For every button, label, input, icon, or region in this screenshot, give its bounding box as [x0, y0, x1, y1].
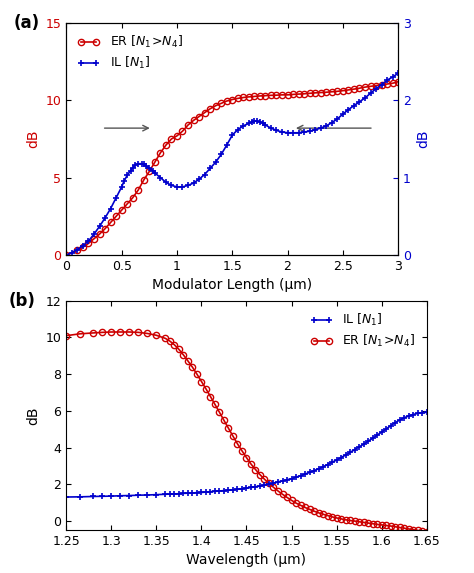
Y-axis label: dB: dB [417, 129, 430, 148]
Text: (b): (b) [9, 292, 36, 309]
X-axis label: Wavelength (μm): Wavelength (μm) [186, 554, 307, 567]
Y-axis label: dB: dB [26, 406, 40, 425]
Legend: IL $[N_1]$, ER $[N_1\!>\!N_4]$: IL $[N_1]$, ER $[N_1\!>\!N_4]$ [305, 307, 420, 354]
Y-axis label: dB: dB [26, 129, 40, 148]
Text: (a): (a) [13, 14, 39, 32]
Legend: ER $[N_1\!>\!N_4]$, IL $[N_1]$: ER $[N_1\!>\!N_4]$, IL $[N_1]$ [73, 29, 188, 76]
X-axis label: Modulator Length (μm): Modulator Length (μm) [152, 278, 312, 292]
